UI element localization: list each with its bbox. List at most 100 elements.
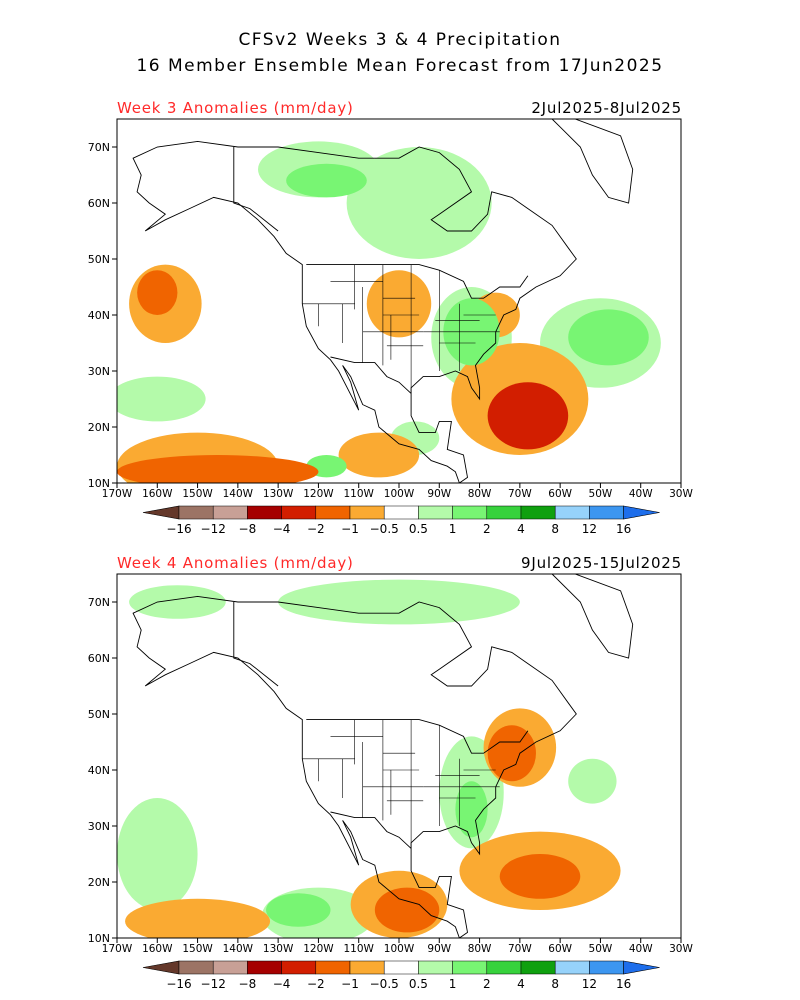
colorbar-tick-label: 8 [551,522,559,536]
colorbar-segment [212,960,248,975]
lat-tick-label: 10N [88,932,110,945]
country-border [330,811,412,849]
lon-tick-label: 140W [223,488,254,500]
anomaly-region-week4-10 [568,758,617,804]
colorbar-tick-label: 12 [582,977,597,991]
lon-tick-label: 110W [343,488,374,500]
colorbar-segment [247,960,282,975]
colorbar-tick-label: −4 [273,977,291,991]
country-border [233,602,279,687]
coastline [132,595,577,938]
lat-tick-label: 40N [88,764,110,777]
anomaly-region-week4-8 [278,579,520,625]
lon-tick-label: 90W [427,943,451,955]
lat-tick-label: 20N [88,421,110,434]
week4-colorbar: −16 −12 −8 −4 −2 −1 −0.5 0.5 1 2 4 8 12 16 [142,960,660,991]
colorbar-tick-label: −12 [201,522,226,536]
colorbar-tick-label: −2 [307,977,325,991]
colorbar-tick-label: 12 [582,522,597,536]
anomaly-region-week3-14 [338,432,420,478]
colorbar-tick-label: −8 [239,977,257,991]
colorbar-high-arrow [623,505,660,520]
colorbar-tick-label: −16 [166,522,191,536]
colorbar-high-arrow [623,960,660,975]
week3-colorbar: −16 −12 −8 −4 −2 −1 −0.5 0.5 1 2 4 8 12 16 [142,505,660,536]
lon-tick-label: 40W [629,488,653,500]
lon-tick-label: 50W [589,943,613,955]
colorbar-segment [418,960,453,975]
lon-tick-label: 120W [303,488,334,500]
figure-title-line2: 16 Member Ensemble Mean Forecast from 17… [136,56,664,76]
country-border [330,356,412,394]
colorbar-low-arrow [142,960,180,975]
anomaly-region-week4-11 [125,898,271,938]
colorbar-tick-label: −0.5 [370,522,399,536]
lon-tick-label: 40W [629,943,653,955]
anomaly-region-week3-7 [346,147,492,259]
colorbar-segment [486,960,522,975]
lat-tick-label: 70N [88,141,110,154]
country-border [306,719,529,754]
colorbar-tick-label: 1 [449,977,457,991]
colorbar-segment [315,505,351,520]
coastline [132,140,577,483]
anomaly-region-week4-4 [580,624,661,670]
colorbar-tick-label: −12 [201,977,226,991]
lat-tick-label: 30N [88,365,110,378]
colorbar-tick-label: −2 [307,522,325,536]
lon-tick-label: 150W [182,943,213,955]
anomaly-region-week4-18 [499,854,581,899]
anomaly-region-week4-9 [129,585,226,619]
colorbar-low-arrow [142,505,180,520]
colorbar-segment [383,505,419,520]
colorbar-segment [520,505,556,520]
colorbar-segment [452,505,488,520]
lon-tick-label: 110W [343,943,374,955]
week3-date-range: 2Jul2025-8Jul2025 [531,99,682,117]
colorbar-tick-label: 0.5 [409,977,428,991]
week4-date-range: 9Jul2025-15Jul2025 [521,554,682,572]
greenland-coastline [548,119,634,204]
colorbar-tick-label: −8 [239,522,257,536]
colorbar-tick-label: −16 [166,977,191,991]
colorbar-segment [452,960,488,975]
anomaly-region-week4-3 [237,691,399,759]
anomaly-region-week3-20 [568,309,649,366]
lon-tick-label: 70W [508,943,532,955]
lon-tick-label: 150W [182,488,213,500]
lon-tick-label: 70W [508,488,532,500]
colorbar-segment [281,960,317,975]
anomaly-region-week3-17 [366,270,432,338]
lon-tick-label: 30W [669,488,693,500]
colorbar-segment [486,505,522,520]
country-border [233,147,279,232]
colorbar-tick-label: −0.5 [370,977,399,991]
colorbar-segment [520,960,556,975]
anomaly-region-week3-24 [487,382,569,450]
lon-tick-label: 140W [223,943,254,955]
anomaly-region-week4-17 [374,887,440,933]
colorbar-segment [589,960,624,975]
colorbar-tick-label: −1 [341,977,359,991]
colorbar-segment [349,960,385,975]
lon-tick-label: 170W [102,488,133,500]
colorbar-segment [178,505,214,520]
colorbar-tick-label: 16 [616,977,631,991]
anomaly-region-week4-16 [266,893,331,927]
country-border [306,264,529,299]
lon-tick-label: 130W [263,943,294,955]
anomaly-region-week4-19 [487,725,536,782]
anomaly-region-week3-18 [286,163,367,198]
figure-title-line1: CFSv2 Weeks 3 & 4 Precipitation [238,30,562,50]
lon-tick-label: 160W [142,488,173,500]
colorbar-segment [589,505,624,520]
anomaly-region-week4-15 [455,781,488,838]
lon-tick-label: 130W [263,488,294,500]
lon-tick-label: 50W [589,488,613,500]
lon-tick-label: 160W [142,943,173,955]
colorbar-tick-label: −1 [341,522,359,536]
lat-tick-label: 50N [88,253,110,266]
colorbar-segment [178,960,214,975]
